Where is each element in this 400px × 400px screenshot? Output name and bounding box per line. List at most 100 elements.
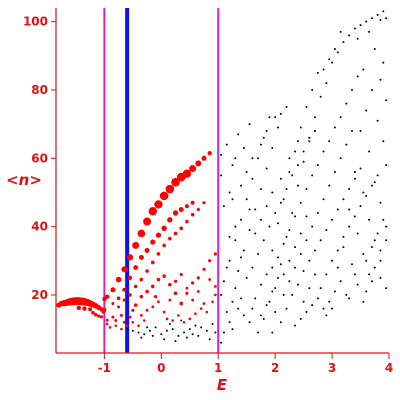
data-point [271,331,274,334]
data-point [257,331,260,334]
data-point [115,276,122,283]
data-point [368,218,371,221]
x-tick-label: 3 [328,361,336,375]
data-point [373,266,376,269]
data-point [291,293,294,296]
data-point [168,282,172,287]
data-point [214,293,217,297]
data-point [171,328,174,331]
data-point [259,283,262,286]
data-point [154,200,163,209]
data-point [262,317,265,320]
data-point [174,340,177,343]
data-point [173,279,178,283]
data-point [190,200,195,205]
data-point [257,252,260,255]
data-point [362,252,365,255]
data-point [302,270,305,273]
data-point [339,30,342,33]
data-point [171,319,174,322]
data-point [225,143,228,146]
data-point [348,188,351,191]
data-point [382,61,385,64]
data-point [205,329,208,332]
reference-lines [103,8,220,353]
data-point [211,300,214,304]
data-point [161,225,167,232]
data-point [376,119,379,122]
data-point [294,246,297,249]
data-point [351,263,353,266]
data-point [331,307,334,310]
data-point [220,174,223,177]
tick-marks: -1 0 1 2 3 4 20 40 60 80 100 [23,15,393,375]
data-point [316,164,319,167]
data-point [220,341,223,344]
data-point [342,41,345,44]
data-point [122,287,127,292]
data-point [274,116,277,119]
data-point [228,191,231,194]
data-point [305,106,308,109]
x-tick-label: 1 [214,361,222,375]
data-point [279,177,282,180]
data-point [194,324,197,327]
data-point [237,307,240,310]
data-point [195,160,202,167]
data-point [359,24,362,27]
data-point [259,314,262,317]
data-point [365,20,368,23]
data-point [370,246,373,249]
data-point [325,314,328,317]
data-point [296,140,299,143]
data-point [336,51,339,54]
data-point [125,324,129,327]
data-point [225,311,228,314]
data-point [228,235,231,238]
data-point [325,229,328,232]
data-point [177,334,180,337]
data-point [325,82,328,85]
data-point [254,208,257,211]
data-point [131,308,135,312]
data-point [231,328,234,331]
data-point [145,308,149,312]
data-point [133,284,138,289]
data-point [365,290,368,293]
data-point [274,287,277,290]
data-point [359,205,362,208]
data-point [302,160,305,163]
data-point [316,211,319,214]
data-point [345,102,348,105]
data-point [333,170,336,173]
data-point [259,188,262,191]
data-point [188,317,192,321]
data-point [333,126,336,129]
data-point [319,287,322,290]
data-point [299,252,302,255]
data-point [376,232,379,235]
x-tick-label: -1 [98,361,111,375]
data-point [382,140,385,143]
data-point [311,225,314,228]
data-point [154,326,157,329]
data-point [271,290,274,293]
data-point [353,27,356,30]
data-point [202,267,206,271]
data-point [185,336,188,339]
data-point [159,191,169,201]
data-point [277,256,279,259]
data-point [132,241,140,249]
data-point [139,294,144,299]
data-point [196,290,200,293]
data-point [265,167,268,170]
data-point [299,317,302,320]
data-point [151,305,155,309]
data-point [311,88,314,91]
data-point [302,300,305,303]
data-point [285,106,288,109]
data-point [131,329,134,332]
data-point [279,201,282,204]
data-point [353,215,356,218]
data-point [94,312,98,317]
